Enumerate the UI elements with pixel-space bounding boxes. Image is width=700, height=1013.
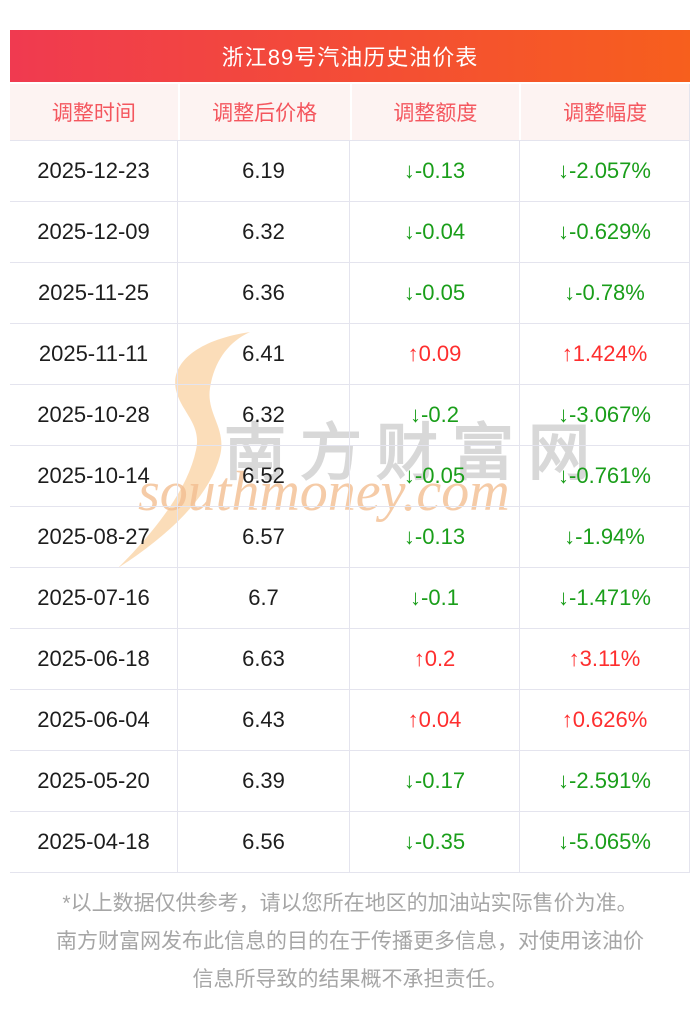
table-body: 2025-12-23 6.19 ↓-0.13 ↓-2.057% 2025-12-… [10, 141, 690, 873]
cell-change-amount: ↓-0.35 [350, 812, 520, 872]
cell-adjust-date: 2025-11-25 [10, 263, 178, 323]
page-title: 浙江89号汽油历史油价表 [221, 45, 479, 70]
cell-price: 6.36 [178, 263, 350, 323]
table-row: 2025-12-23 6.19 ↓-0.13 ↓-2.057% [10, 141, 690, 202]
cell-adjust-date: 2025-12-09 [10, 202, 178, 262]
cell-price: 6.43 [178, 690, 350, 750]
cell-change-percent: ↓-0.761% [520, 446, 690, 506]
col-header-adjust-percent: 调整幅度 [519, 84, 689, 140]
cell-change-percent: ↓-5.065% [520, 812, 690, 872]
cell-change-amount: ↓-0.04 [350, 202, 520, 262]
cell-change-amount: ↑0.04 [350, 690, 520, 750]
cell-price: 6.32 [178, 202, 350, 262]
disclaimer-text: *以上数据仅供参考，请以您所在地区的加油站实际售价为准。 南方财富网发布此信息的… [0, 885, 700, 999]
cell-change-amount: ↓-0.05 [350, 263, 520, 323]
oil-price-table: 调整时间 调整后价格 调整额度 调整幅度 2025-12-23 6.19 ↓-0… [10, 84, 690, 873]
cell-price: 6.7 [178, 568, 350, 628]
table-title-banner: 浙江89号汽油历史油价表 [10, 30, 690, 82]
table-row: 2025-08-27 6.57 ↓-0.13 ↓-1.94% [10, 507, 690, 568]
table-row: 2025-05-20 6.39 ↓-0.17 ↓-2.591% [10, 751, 690, 812]
cell-change-amount: ↓-0.13 [350, 507, 520, 567]
cell-price: 6.39 [178, 751, 350, 811]
table-row: 2025-06-18 6.63 ↑0.2 ↑3.11% [10, 629, 690, 690]
cell-change-amount: ↓-0.17 [350, 751, 520, 811]
col-header-adjust-amount: 调整额度 [349, 84, 520, 140]
cell-adjust-date: 2025-07-16 [10, 568, 178, 628]
disclaimer-line-2: 南方财富网发布此信息的目的在于传播更多信息，对使用该油价 [56, 930, 644, 953]
cell-adjust-date: 2025-10-14 [10, 446, 178, 506]
col-header-adjusted-price: 调整后价格 [177, 84, 350, 140]
table-row: 2025-10-14 6.52 ↓-0.05 ↓-0.761% [10, 446, 690, 507]
cell-adjust-date: 2025-12-23 [10, 141, 178, 201]
cell-price: 6.32 [178, 385, 350, 445]
cell-price: 6.63 [178, 629, 350, 689]
cell-change-amount: ↓-0.05 [350, 446, 520, 506]
table-row: 2025-12-09 6.32 ↓-0.04 ↓-0.629% [10, 202, 690, 263]
table-header-row: 调整时间 调整后价格 调整额度 调整幅度 [10, 84, 690, 141]
disclaimer-line-1: *以上数据仅供参考，请以您所在地区的加油站实际售价为准。 [62, 892, 638, 915]
cell-change-percent: ↓-2.057% [520, 141, 690, 201]
col-header-adjust-time: 调整时间 [51, 102, 136, 125]
cell-price: 6.19 [178, 141, 350, 201]
cell-change-percent: ↓-0.78% [520, 263, 690, 323]
cell-change-percent: ↑1.424% [520, 324, 690, 384]
cell-adjust-date: 2025-04-18 [10, 812, 178, 872]
cell-change-percent: ↓-0.629% [520, 202, 690, 262]
cell-change-amount: ↑0.09 [350, 324, 520, 384]
cell-change-percent: ↑3.11% [520, 629, 690, 689]
cell-change-percent: ↓-1.471% [520, 568, 690, 628]
cell-adjust-date: 2025-10-28 [10, 385, 178, 445]
cell-price: 6.41 [178, 324, 350, 384]
cell-adjust-date: 2025-05-20 [10, 751, 178, 811]
table-row: 2025-06-04 6.43 ↑0.04 ↑0.626% [10, 690, 690, 751]
cell-adjust-date: 2025-06-18 [10, 629, 178, 689]
cell-change-amount: ↑0.2 [350, 629, 520, 689]
cell-change-amount: ↓-0.13 [350, 141, 520, 201]
disclaimer-line-3: 信息所导致的结果概不承担责任。 [192, 968, 508, 991]
cell-adjust-date: 2025-06-04 [10, 690, 178, 750]
cell-change-amount: ↓-0.1 [350, 568, 520, 628]
table-row: 2025-04-18 6.56 ↓-0.35 ↓-5.065% [10, 812, 690, 873]
table-row: 2025-11-11 6.41 ↑0.09 ↑1.424% [10, 324, 690, 385]
cell-change-percent: ↓-2.591% [520, 751, 690, 811]
table-row: 2025-07-16 6.7 ↓-0.1 ↓-1.471% [10, 568, 690, 629]
cell-change-percent: ↑0.626% [520, 690, 690, 750]
cell-price: 6.57 [178, 507, 350, 567]
cell-price: 6.52 [178, 446, 350, 506]
cell-change-percent: ↓-3.067% [520, 385, 690, 445]
cell-adjust-date: 2025-11-11 [10, 324, 178, 384]
cell-change-percent: ↓-1.94% [520, 507, 690, 567]
cell-adjust-date: 2025-08-27 [10, 507, 178, 567]
cell-price: 6.56 [178, 812, 350, 872]
table-row: 2025-10-28 6.32 ↓-0.2 ↓-3.067% [10, 385, 690, 446]
table-row: 2025-11-25 6.36 ↓-0.05 ↓-0.78% [10, 263, 690, 324]
cell-change-amount: ↓-0.2 [350, 385, 520, 445]
